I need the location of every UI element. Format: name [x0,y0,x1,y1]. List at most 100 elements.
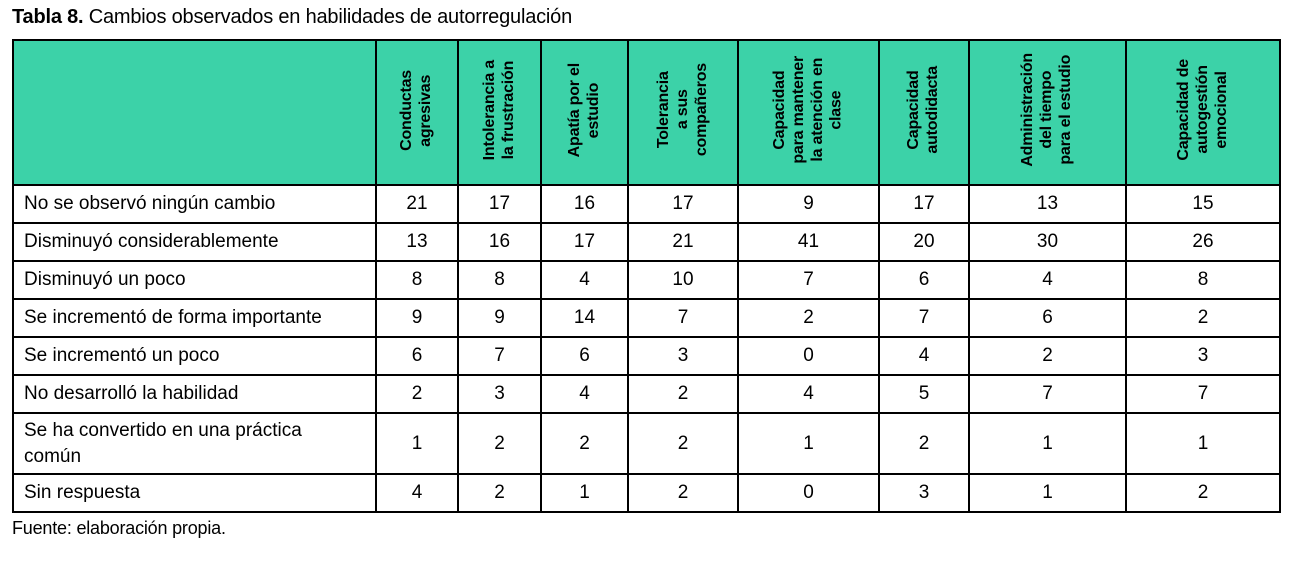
data-table: Conductas agresivas Intolerancia a la fr… [12,39,1281,514]
row-label: Disminuyó un poco [12,260,377,300]
row-label: Sin respuesta [12,473,377,514]
table-cell: 7 [968,374,1127,414]
table-cell: 26 [1125,222,1281,262]
table-cell: 17 [878,184,970,224]
table-cell: 6 [968,298,1127,338]
table-cell: 13 [968,184,1127,224]
column-header-atencion-clase: Capacidad para mantener la atención en c… [737,39,880,186]
column-header-label: Capacidad autodidacta [905,66,941,154]
table-cell: 17 [540,222,629,262]
table-cell: 2 [1125,473,1281,514]
table-row: Sin respuesta 4 2 1 2 0 3 1 2 [12,473,1281,514]
row-label-text: Se ha convertido en una práctica común [24,420,302,467]
table-cell: 2 [627,374,739,414]
row-label: No se observó ningún cambio [12,184,377,224]
table-cell: 0 [737,336,880,376]
table-cell: 2 [878,411,970,476]
row-label-text: Se incrementó de forma importante [24,307,322,329]
column-header-label: Capacidad de autogestión emocional [1174,59,1230,161]
row-label-text: Sin respuesta [24,482,141,504]
column-header-autogestion-emocional: Capacidad de autogestión emocional [1125,39,1281,186]
column-header-intolerancia-frustracion: Intolerancia a la frustración [457,39,542,186]
column-header-label: Tolerancia a sus compañeros [654,63,710,157]
table-cell: 6 [540,336,629,376]
table-cell: 13 [375,222,459,262]
table-cell: 7 [737,260,880,300]
column-header-apatia-estudio: Apatía por el estudio [540,39,629,186]
table-cell: 6 [375,336,459,376]
table-cell: 6 [878,260,970,300]
row-label-text: Se incrementó un poco [24,345,220,367]
row-label: Se ha convertido en una práctica común [12,411,377,476]
table-cell: 16 [540,184,629,224]
table-row: Disminuyó un poco 8 8 4 10 7 6 4 8 [12,260,1281,300]
table-cell: 2 [457,411,542,476]
table-cell: 2 [457,473,542,514]
table-cell: 2 [540,411,629,476]
row-label: Disminuyó considerablemente [12,222,377,262]
row-label: Se incrementó un poco [12,336,377,376]
table-cell: 7 [1125,374,1281,414]
table-cell: 2 [1125,298,1281,338]
table-cell: 8 [375,260,459,300]
corner-cell [12,39,377,186]
table-cell: 4 [540,374,629,414]
table-cell: 1 [540,473,629,514]
table-row: Se incrementó un poco 6 7 6 3 0 4 2 3 [12,336,1281,376]
row-label: No desarrolló la habilidad [12,374,377,414]
column-header-label: Apatía por el estudio [565,62,602,158]
table-cell: 2 [737,298,880,338]
table-cell: 16 [457,222,542,262]
table-cell: 7 [627,298,739,338]
table-row: Disminuyó considerablemente 13 16 17 21 … [12,222,1281,262]
table-cell: 4 [878,336,970,376]
row-label-text: Disminuyó considerablemente [24,231,279,253]
row-label-text: No se observó ningún cambio [24,193,276,215]
table-cell: 1 [968,473,1127,514]
table-cell: 10 [627,260,739,300]
table-cell: 21 [627,222,739,262]
table-cell: 2 [375,374,459,414]
table-cell: 1 [737,411,880,476]
column-header-label: Capacidad para mantener la atención en c… [770,56,845,164]
table-cell: 1 [968,411,1127,476]
column-header-administracion-tiempo: Administración del tiempo para el estudi… [968,39,1127,186]
table-cell: 15 [1125,184,1281,224]
column-header-conductas-agresivas: Conductas agresivas [375,39,459,186]
table-row: Se ha convertido en una práctica común 1… [12,411,1281,476]
table-cell: 2 [627,411,739,476]
row-label-text: Disminuyó un poco [24,269,186,291]
table-cell: 17 [627,184,739,224]
column-header-label: Intolerancia a la frustración [480,59,517,161]
table-cell: 3 [627,336,739,376]
header-row: Conductas agresivas Intolerancia a la fr… [12,39,1281,186]
table-cell: 1 [375,411,459,476]
table-cell: 4 [375,473,459,514]
column-header-label: Conductas agresivas [398,69,434,151]
table-row: No se observó ningún cambio 21 17 16 17 … [12,184,1281,224]
document-page: Tabla 8. Cambios observados en habilidad… [12,6,1291,539]
table-cell: 17 [457,184,542,224]
table-row: No desarrolló la habilidad 2 3 4 2 4 5 7… [12,374,1281,414]
table-cell: 7 [878,298,970,338]
table-cell: 21 [375,184,459,224]
table-cell: 4 [968,260,1127,300]
table-cell: 3 [878,473,970,514]
table-number: Tabla 8. [12,6,84,28]
table-cell: 30 [968,222,1127,262]
row-label: Se incrementó de forma importante [12,298,377,338]
table-cell: 8 [1125,260,1281,300]
table-cell: 20 [878,222,970,262]
table-cell: 3 [457,374,542,414]
table-cell: 41 [737,222,880,262]
table-cell: 9 [457,298,542,338]
table-cell: 4 [737,374,880,414]
table-title: Tabla 8. Cambios observados en habilidad… [12,6,1291,29]
table-cell: 0 [737,473,880,514]
table-caption: Cambios observados en habilidades de aut… [88,6,573,28]
table-cell: 14 [540,298,629,338]
source-note: Fuente: elaboración propia. [12,518,226,539]
table-cell: 3 [1125,336,1281,376]
table-cell: 7 [457,336,542,376]
table-cell: 9 [737,184,880,224]
